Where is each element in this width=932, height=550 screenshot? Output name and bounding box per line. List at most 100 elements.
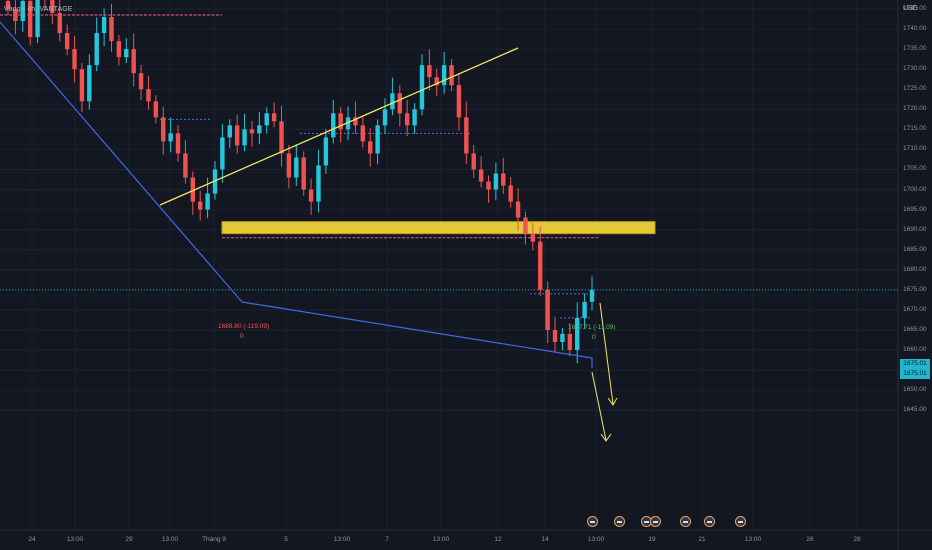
candle-body <box>345 117 351 130</box>
candle-body <box>27 0 33 38</box>
candle-body <box>464 117 469 154</box>
candle-body <box>397 93 402 114</box>
candle-body <box>124 49 129 58</box>
x-tick-label: 12 <box>494 536 502 543</box>
flag-icon[interactable] <box>680 516 691 527</box>
candle-body <box>567 333 573 351</box>
y-tick-label: 1645.00 <box>903 406 927 414</box>
x-tick-label: Tháng 9 <box>202 536 226 543</box>
candle-body <box>271 113 277 122</box>
x-tick-label: 19 <box>648 536 656 543</box>
candle-body <box>131 49 136 74</box>
y-tick-label: 1700.00 <box>903 185 927 193</box>
y-tick-label: 1745.00 <box>903 5 927 12</box>
y-tick-label: 1665.00 <box>903 325 927 333</box>
candle-body <box>138 73 144 90</box>
candle-body <box>582 301 587 318</box>
symbol-title: Vàng • 4h, VANTAGE <box>4 6 73 13</box>
candle-body <box>161 117 166 142</box>
candle-body <box>471 153 476 170</box>
y-tick-label: 1650.00 <box>903 386 927 394</box>
candle-body <box>198 201 203 210</box>
candle-body <box>72 49 77 70</box>
y-tick-label: 1705.00 <box>903 165 927 173</box>
candle-body <box>20 0 25 22</box>
candle-body <box>308 189 314 202</box>
y-tick-label: 1710.00 <box>903 145 927 153</box>
candle-body <box>249 129 255 134</box>
blue-trendline <box>0 21 593 368</box>
x-tick-label: 13:00 <box>161 536 179 543</box>
candle-body <box>552 329 558 342</box>
candle-body <box>486 181 491 190</box>
y-tick-label: 1730.00 <box>903 65 927 73</box>
flag-icon[interactable] <box>650 516 661 527</box>
candle-body <box>286 153 292 178</box>
x-tick-label: 13:00 <box>587 536 605 543</box>
candle-body <box>427 65 432 78</box>
candle-body <box>168 133 173 142</box>
candle-body <box>79 69 85 102</box>
candle-body <box>501 173 506 186</box>
candle-body <box>338 113 343 130</box>
support-zone-rect <box>221 221 656 235</box>
candle-body <box>220 137 225 170</box>
y-tick-label: 1675.00 <box>903 285 927 293</box>
candle-body <box>456 85 462 118</box>
x-tick-label: 7 <box>385 536 389 543</box>
candle-body <box>353 117 358 126</box>
candle-body <box>560 333 565 342</box>
y-tick-label: 1690.00 <box>903 225 927 233</box>
candle-body <box>375 125 380 154</box>
candle-body <box>323 137 329 166</box>
candle-body <box>589 289 595 302</box>
candle-body <box>183 153 188 178</box>
candle-body <box>64 33 70 50</box>
flag-icon[interactable] <box>704 516 715 527</box>
y-tick-label: 1670.00 <box>903 305 927 313</box>
low-measure-sub: 0 <box>240 333 244 340</box>
low-measure-label: 1688.80 (-119.09) <box>218 323 270 330</box>
candle-body <box>190 177 196 202</box>
flag-icon[interactable] <box>614 516 625 527</box>
candle-body <box>153 101 159 118</box>
candle-body <box>13 9 18 22</box>
candle-body <box>35 0 40 38</box>
trendlines <box>0 21 618 442</box>
x-tick-label: 13:00 <box>432 536 450 543</box>
candle-body <box>575 317 580 351</box>
candle-body <box>434 77 439 86</box>
last-price-badge: 1675.01 <box>900 359 930 369</box>
x-tick-label: 28 <box>853 536 861 543</box>
candle-body <box>382 109 388 126</box>
candle-body <box>538 241 543 290</box>
x-tick-label: 26 <box>806 536 814 543</box>
flag-icon[interactable] <box>735 516 746 527</box>
candle-body <box>360 125 366 142</box>
candle-body <box>294 157 299 178</box>
projection-arrow-head <box>600 433 612 442</box>
y-tick-label: 1720.00 <box>903 105 927 113</box>
candle-body <box>301 157 306 190</box>
candle-body <box>205 193 210 210</box>
wedge-upper-line <box>159 47 519 206</box>
candle-body <box>515 201 521 218</box>
y-tick-label: 1685.00 <box>903 245 927 253</box>
projection-arrow <box>599 302 614 405</box>
flag-icon[interactable] <box>587 516 598 527</box>
y-tick-label: 1660.00 <box>903 346 927 354</box>
candle-body <box>419 65 425 110</box>
candle-body <box>242 129 247 146</box>
candle-body <box>523 217 528 234</box>
candle-body <box>478 169 484 182</box>
candle-body <box>101 17 107 34</box>
candle-body <box>5 0 11 10</box>
projection-arrow <box>591 371 607 441</box>
candle-body <box>109 17 114 42</box>
candle-body <box>449 65 454 86</box>
candle-body <box>530 233 536 242</box>
y-tick-label: 1715.00 <box>903 125 927 133</box>
